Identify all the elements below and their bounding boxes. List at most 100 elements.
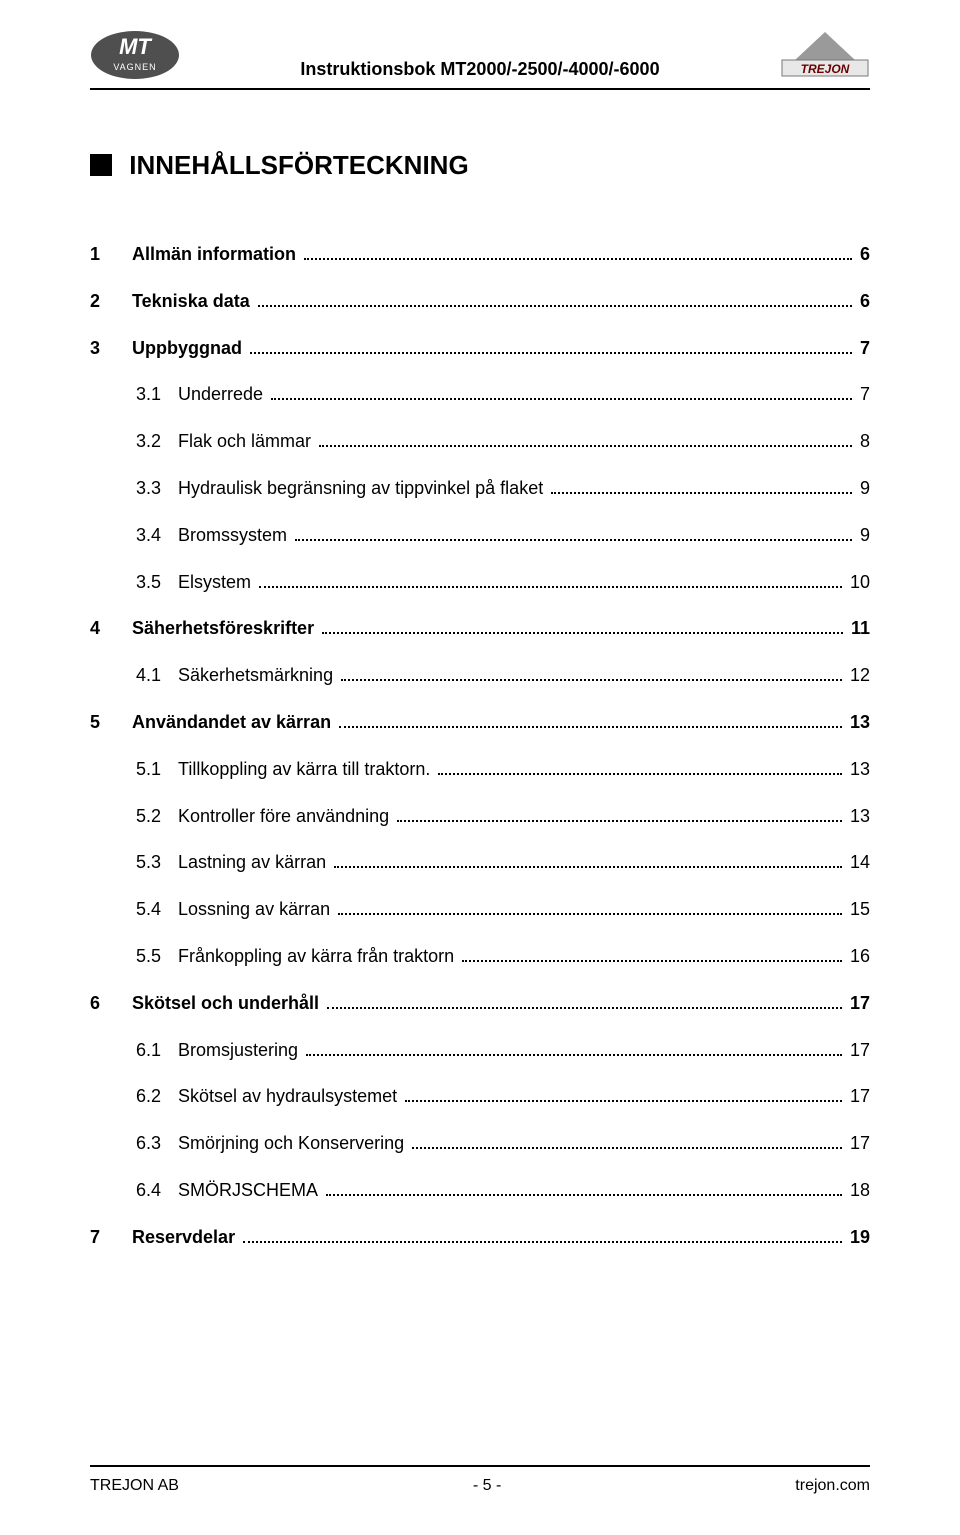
toc-label: Tekniska data	[132, 278, 254, 325]
toc-leader-dots	[295, 538, 852, 541]
toc-page: 13	[846, 746, 870, 793]
toc-leader-dots	[438, 772, 842, 775]
toc-num: 5.1	[136, 746, 178, 793]
toc-leader-dots	[258, 304, 852, 307]
toc-page: 17	[846, 1073, 870, 1120]
toc-page: 16	[846, 933, 870, 980]
toc-num: 3.2	[136, 418, 178, 465]
toc-page: 14	[846, 839, 870, 886]
toc-page: 15	[846, 886, 870, 933]
toc-row: 6.1Bromsjustering 17	[136, 1027, 870, 1074]
toc-num: 6.4	[136, 1167, 178, 1214]
toc-label: Kontroller före användning	[178, 793, 393, 840]
toc-label: Skötsel av hydraulsystemet	[178, 1073, 401, 1120]
header-title: Instruktionsbok MT2000/-2500/-4000/-6000	[180, 59, 780, 80]
toc-num: 3.5	[136, 559, 178, 606]
toc-leader-dots	[551, 491, 852, 494]
toc-page: 10	[846, 559, 870, 606]
toc-label: Uppbyggnad	[132, 325, 246, 372]
toc-row: 3.3Hydraulisk begränsning av tippvinkel …	[136, 465, 870, 512]
toc-page: 6	[856, 231, 870, 278]
toc-row: 3.5Elsystem10	[136, 559, 870, 606]
toc-leader-dots	[327, 1006, 842, 1009]
toc-label: Allmän information	[132, 231, 300, 278]
toc-label: Lastning av kärran	[178, 839, 330, 886]
footer: TREJON AB - 5 - trejon.com	[90, 1465, 870, 1495]
page: MT VAGNEN Instruktionsbok MT2000/-2500/-…	[0, 0, 960, 1535]
toc-title: INNEHÅLLSFÖRTECKNING	[90, 150, 870, 181]
toc-label: Säkerhetsmärkning	[178, 652, 337, 699]
toc-page: 8	[856, 418, 870, 465]
toc-num: 3.4	[136, 512, 178, 559]
toc-num: 6	[90, 980, 132, 1027]
logo-mt-vagnen: MT VAGNEN	[90, 30, 180, 80]
toc-leader-dots	[405, 1099, 842, 1102]
toc-leader-dots	[304, 257, 852, 260]
toc-leader-dots	[397, 819, 842, 822]
svg-text:MT: MT	[119, 34, 152, 59]
toc-label: Skötsel och underhåll	[132, 980, 323, 1027]
toc-row: 6.3Smörjning och Konservering17	[136, 1120, 870, 1167]
toc-label: Bromsjustering	[178, 1027, 302, 1074]
toc-label: Reservdelar	[132, 1214, 239, 1261]
toc-row: 3.2Flak och lämmar 8	[136, 418, 870, 465]
toc-leader-dots	[243, 1240, 842, 1243]
toc-leader-dots	[412, 1146, 842, 1149]
toc-label: Hydraulisk begränsning av tippvinkel på …	[178, 465, 547, 512]
toc-label: Tillkoppling av kärra till traktorn.	[178, 746, 434, 793]
toc-leader-dots	[326, 1193, 842, 1196]
toc-page: 17	[846, 1027, 870, 1074]
toc-num: 5	[90, 699, 132, 746]
toc-label: Användandet av kärran	[132, 699, 335, 746]
toc-leader-dots	[334, 865, 842, 868]
toc-page: 7	[856, 325, 870, 372]
toc-leader-dots	[250, 351, 852, 354]
toc-row: 5Användandet av kärran13	[90, 699, 870, 746]
svg-text:TREJON: TREJON	[801, 62, 850, 76]
footer-left: TREJON AB	[90, 1477, 179, 1495]
toc-page: 6	[856, 278, 870, 325]
toc-page: 9	[856, 465, 870, 512]
toc-row: 3Uppbyggnad 7	[90, 325, 870, 372]
toc-row: 3.1Underrede7	[136, 371, 870, 418]
toc-row: 5.4Lossning av kärran15	[136, 886, 870, 933]
toc-num: 6.1	[136, 1027, 178, 1074]
toc-label: Smörjning och Konservering	[178, 1120, 408, 1167]
footer-center: - 5 -	[473, 1477, 501, 1495]
toc-label: Underrede	[178, 371, 267, 418]
toc-leader-dots	[306, 1053, 842, 1056]
toc-row: 2Tekniska data 6	[90, 278, 870, 325]
toc-num: 1	[90, 231, 132, 278]
toc-row: 5.1Tillkoppling av kärra till traktorn. 1…	[136, 746, 870, 793]
toc-num: 4.1	[136, 652, 178, 699]
toc-label: Flak och lämmar	[178, 418, 315, 465]
toc-leader-dots	[341, 678, 842, 681]
toc-label: Säherhetsföreskrifter	[132, 605, 318, 652]
toc-num: 3.3	[136, 465, 178, 512]
toc-leader-dots	[319, 444, 852, 447]
toc-page: 9	[856, 512, 870, 559]
toc-row: 6.4SMÖRJSCHEMA18	[136, 1167, 870, 1214]
toc-leader-dots	[271, 397, 852, 400]
toc-row: 5.2Kontroller före användning13	[136, 793, 870, 840]
toc-num: 3	[90, 325, 132, 372]
toc-num: 5.5	[136, 933, 178, 980]
toc-num: 5.3	[136, 839, 178, 886]
toc-row: 7Reservdelar19	[90, 1214, 870, 1261]
toc-row: 5.3Lastning av kärran 14	[136, 839, 870, 886]
toc-row: 3.4Bromssystem9	[136, 512, 870, 559]
toc-num: 2	[90, 278, 132, 325]
toc-row: 4.1Säkerhetsmärkning12	[136, 652, 870, 699]
toc-title-text: INNEHÅLLSFÖRTECKNING	[129, 150, 468, 180]
header: MT VAGNEN Instruktionsbok MT2000/-2500/-…	[90, 30, 870, 90]
toc-label: SMÖRJSCHEMA	[178, 1167, 322, 1214]
toc-row: 6Skötsel och underhåll17	[90, 980, 870, 1027]
toc-num: 4	[90, 605, 132, 652]
toc-num: 6.2	[136, 1073, 178, 1120]
toc-label: Lossning av kärran	[178, 886, 334, 933]
svg-text:VAGNEN: VAGNEN	[113, 62, 156, 72]
toc-row: 1Allmän information 6	[90, 231, 870, 278]
toc-num: 3.1	[136, 371, 178, 418]
toc-page: 19	[846, 1214, 870, 1261]
toc-page: 17	[846, 1120, 870, 1167]
